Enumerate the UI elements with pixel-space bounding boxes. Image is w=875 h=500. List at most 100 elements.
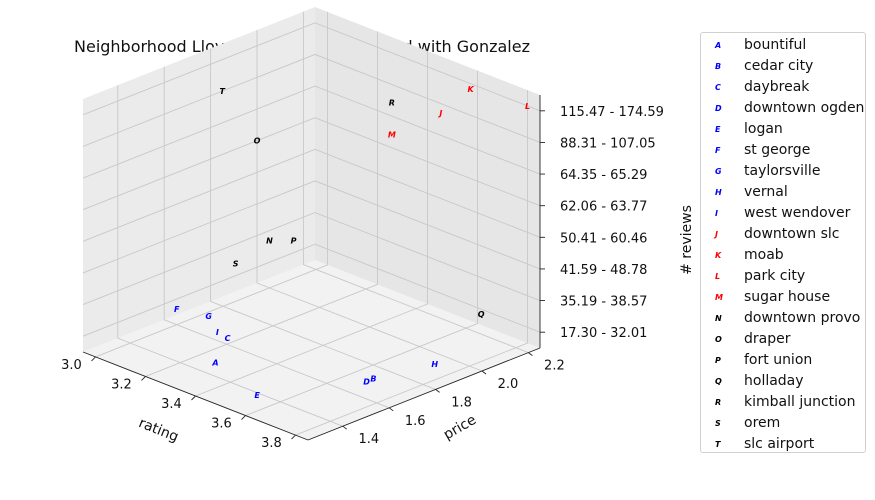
point-i: I — [216, 328, 219, 337]
legend-label: park city — [744, 268, 806, 284]
x-grid-line — [195, 51, 428, 397]
x-tick-label: 3.4 — [161, 397, 182, 412]
z-grid-line — [82, 180, 541, 274]
legend-label: holladay — [744, 373, 804, 389]
legend-label: st george — [744, 142, 811, 158]
point-q: Q — [478, 310, 485, 319]
x-tick-label: 3.6 — [211, 417, 232, 432]
z-tick-label: 64.35 - 65.29 — [560, 168, 647, 183]
point-b: B — [370, 375, 376, 384]
legend-label: slc airport — [744, 436, 815, 452]
y-tick-label: 1.4 — [358, 432, 379, 447]
z-tick-label: 50.41 - 60.46 — [560, 231, 647, 246]
x-tick-label: 3.8 — [261, 436, 282, 451]
legend-marker: M — [715, 293, 723, 302]
legend-label: taylorsville — [744, 163, 821, 179]
legend-marker: F — [715, 146, 721, 155]
point-m: M — [388, 130, 396, 139]
point-l: L — [525, 102, 530, 111]
z-grid-line — [82, 22, 541, 116]
z-grid-line — [82, 148, 541, 242]
legend-marker: S — [715, 419, 721, 428]
y-tick — [388, 407, 394, 412]
y-grid-line — [163, 66, 390, 409]
z-grid-line — [82, 85, 541, 179]
data-points: A B C D E F G H I J K L M N O P Q R S T — [174, 85, 530, 400]
axis-lines — [82, 95, 545, 441]
y-grid-line — [302, 11, 529, 354]
point-c: C — [225, 334, 231, 343]
legend-label: downtown provo — [744, 310, 861, 326]
x-grid-line — [95, 11, 328, 358]
grid-lines — [82, 11, 541, 436]
legend-marker: E — [715, 125, 721, 134]
legend-label: orem — [744, 415, 781, 431]
point-r: R — [389, 99, 395, 108]
x-tick-label: 3.0 — [61, 358, 82, 373]
legend-label: kimball junction — [744, 394, 856, 410]
point-h: H — [431, 360, 438, 369]
legend-marker: B — [715, 62, 722, 71]
x-grid-line — [245, 70, 478, 417]
y-grid-line — [256, 30, 483, 372]
x-tick — [191, 395, 196, 401]
point-t: T — [219, 87, 225, 96]
point-d: D — [363, 377, 370, 386]
point-k: K — [467, 85, 474, 94]
legend-marker: Q — [715, 377, 722, 386]
x-grid-line — [145, 31, 378, 377]
point-a: A — [211, 358, 218, 367]
legend-label: moab — [744, 247, 784, 263]
z-tick-label: 17.30 - 32.01 — [560, 326, 647, 341]
legend-marker: C — [715, 83, 721, 92]
legend-marker: I — [715, 209, 718, 218]
point-e: E — [254, 391, 260, 400]
legend-label: daybreak — [744, 79, 810, 95]
point-p: P — [291, 237, 297, 246]
y-tick-label: 1.8 — [451, 395, 472, 410]
legend-label: sugar house — [744, 289, 831, 305]
legend-marker: J — [715, 230, 718, 239]
z-tick-label: 62.06 - 63.77 — [560, 200, 647, 215]
legend-label: downtown slc — [744, 226, 840, 242]
point-g: G — [205, 312, 212, 321]
point-n: N — [266, 236, 273, 245]
y-axis-label: price — [441, 412, 479, 443]
x-tick — [241, 415, 246, 420]
y-grid-line — [117, 85, 343, 427]
y-tick-label: 1.6 — [405, 414, 426, 429]
y-tick-label: 2.2 — [544, 359, 565, 374]
y-tick-label: 2.0 — [498, 377, 519, 392]
legend-marker: K — [715, 251, 722, 260]
legend-marker: H — [715, 188, 722, 197]
z-grid-line — [82, 212, 541, 306]
x-tick — [141, 376, 146, 381]
y-tick — [342, 425, 348, 430]
z-tick-label: 35.19 - 38.57 — [560, 295, 647, 310]
x-tick — [91, 356, 96, 362]
point-j: J — [437, 109, 442, 118]
legend-label: downtown ogden — [744, 100, 865, 116]
legend-marker: D — [715, 104, 722, 113]
legend-label: bountiful — [744, 37, 807, 53]
x-tick-label: 3.2 — [111, 377, 132, 392]
legend-marker: A — [715, 41, 722, 50]
legend-marker: R — [715, 398, 722, 407]
y-tick — [481, 370, 487, 375]
x-axis-label: rating — [136, 415, 180, 445]
legend-marker: L — [715, 272, 721, 281]
z-tick-label: 41.59 - 48.78 — [560, 263, 647, 278]
